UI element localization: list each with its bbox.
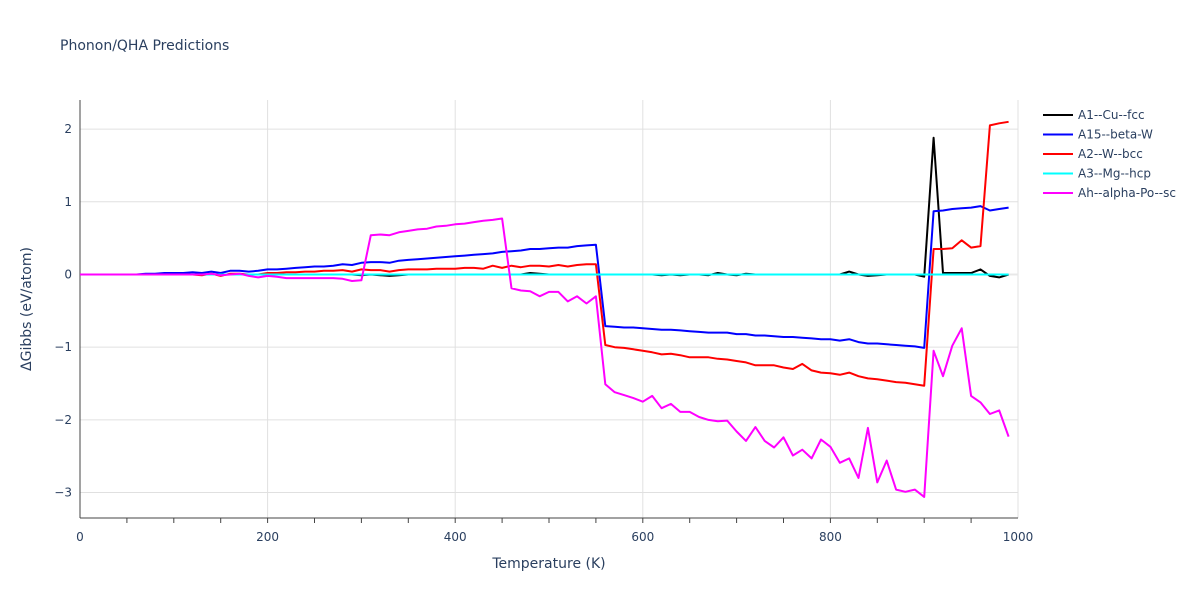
y-tick-label: 1 — [64, 195, 72, 209]
x-tick-label: 800 — [819, 530, 842, 544]
chart-title: Phonon/QHA Predictions — [60, 38, 229, 54]
y-tick-label: 2 — [64, 122, 72, 136]
legend-label: A3--Mg--hcp — [1078, 167, 1151, 181]
series-line-A2--W--bcc — [80, 120, 1009, 387]
legend-label: A15--beta-W — [1078, 128, 1153, 142]
legend: A1--Cu--fcc A15--beta-W A2--W--bcc A3--Mg--… — [1043, 108, 1176, 200]
legend-item[interactable]: A1--Cu--fcc — [1043, 108, 1145, 122]
series-line-Ah--alpha-Po--sc — [80, 217, 1010, 498]
legend-label: Ah--alpha-Po--sc — [1078, 186, 1176, 200]
x-tick-label: 1000 — [1003, 530, 1034, 544]
x-tick-label: 200 — [256, 530, 279, 544]
x-tick-label: 0 — [76, 530, 84, 544]
x-tick-label: 400 — [444, 530, 467, 544]
legend-label: A1--Cu--fcc — [1078, 108, 1145, 122]
y-tick-label: 0 — [64, 267, 72, 281]
axes: 0 200 400 600 800 1000 −3 −2 −1 0 1 2 — [54, 100, 1033, 544]
legend-item[interactable]: A15--beta-W — [1043, 128, 1153, 142]
y-tick-label: −3 — [54, 486, 72, 500]
legend-item[interactable]: Ah--alpha-Po--sc — [1043, 186, 1176, 200]
grid — [80, 100, 1019, 518]
x-axis-label: Temperature (K) — [491, 556, 605, 572]
legend-item[interactable]: A3--Mg--hcp — [1043, 167, 1151, 181]
legend-item[interactable]: A2--W--bcc — [1043, 147, 1143, 161]
y-tick-label: −2 — [54, 413, 72, 427]
series-lines — [80, 120, 1010, 498]
series-line-A15--beta-W — [80, 205, 1009, 349]
series-line-A1--Cu--fcc — [80, 136, 1009, 279]
y-axis-label: ΔGibbs (eV/atom) — [19, 247, 35, 371]
x-tick-label: 600 — [631, 530, 654, 544]
y-tick-label: −1 — [54, 340, 72, 354]
legend-label: A2--W--bcc — [1078, 147, 1143, 161]
